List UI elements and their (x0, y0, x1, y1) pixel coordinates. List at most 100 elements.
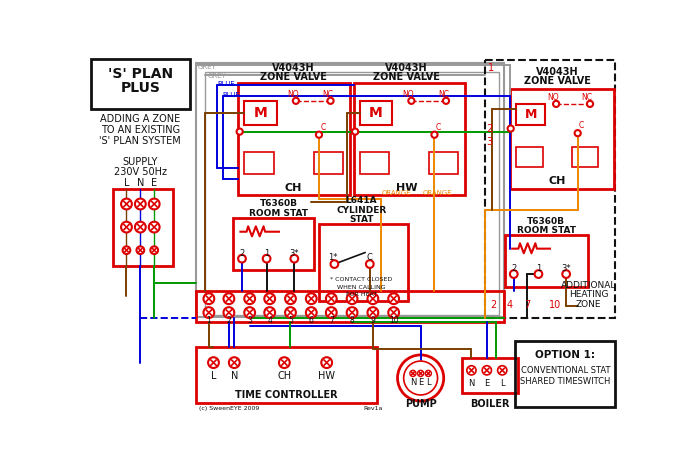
Circle shape (224, 293, 235, 304)
Text: 'S' PLAN SYSTEM: 'S' PLAN SYSTEM (99, 136, 181, 146)
Circle shape (408, 98, 415, 104)
Text: C: C (366, 253, 372, 263)
Circle shape (285, 307, 296, 318)
Text: ORANGE: ORANGE (382, 190, 412, 196)
Text: PLUS: PLUS (120, 81, 160, 95)
Circle shape (237, 129, 243, 135)
Text: L: L (426, 378, 431, 387)
Circle shape (316, 132, 322, 138)
Text: 3: 3 (486, 138, 492, 147)
Text: CH: CH (277, 372, 291, 381)
Text: 2: 2 (490, 300, 496, 310)
Circle shape (388, 293, 399, 304)
Text: C: C (579, 121, 584, 130)
Text: 7: 7 (329, 316, 334, 325)
Circle shape (346, 307, 357, 318)
Text: 2: 2 (226, 316, 231, 325)
Bar (196, 347, 377, 402)
Bar (196, 63, 504, 317)
Circle shape (263, 255, 270, 263)
Circle shape (306, 307, 317, 318)
Text: ZONE: ZONE (575, 300, 601, 308)
Circle shape (204, 307, 215, 318)
Circle shape (388, 307, 399, 318)
Text: CYLINDER: CYLINDER (336, 205, 386, 215)
Text: 6: 6 (309, 316, 314, 325)
Text: TO AN EXISTING: TO AN EXISTING (101, 125, 180, 135)
Text: CH: CH (285, 183, 302, 193)
Text: 3*: 3* (562, 264, 571, 273)
Text: OPTION 1:: OPTION 1: (535, 350, 595, 360)
Bar (196, 291, 504, 322)
Bar (353, 83, 465, 195)
Circle shape (482, 366, 491, 375)
Circle shape (431, 132, 437, 138)
Text: NC: NC (438, 90, 449, 99)
Circle shape (264, 307, 275, 318)
Text: 3*: 3* (290, 249, 299, 258)
Circle shape (417, 370, 424, 376)
Text: GREY: GREY (207, 73, 226, 79)
Bar (516, 147, 543, 167)
Circle shape (553, 101, 559, 107)
Text: L641A: L641A (346, 197, 377, 205)
Circle shape (149, 222, 159, 233)
Circle shape (326, 293, 337, 304)
Text: C: C (435, 123, 441, 132)
Circle shape (293, 98, 299, 104)
Text: 3: 3 (247, 316, 252, 325)
Bar (112, 189, 172, 266)
Bar (359, 153, 389, 174)
Text: 4: 4 (506, 300, 512, 310)
Circle shape (137, 246, 144, 254)
Text: L: L (210, 372, 216, 381)
Circle shape (368, 307, 378, 318)
Circle shape (467, 366, 476, 375)
Text: N: N (230, 372, 238, 381)
Text: L: L (500, 379, 504, 388)
Text: NC: NC (323, 90, 334, 99)
Circle shape (121, 222, 132, 233)
Bar (462, 358, 518, 393)
Bar (515, 341, 615, 407)
Text: CONVENTIONAL STAT: CONVENTIONAL STAT (521, 366, 610, 375)
Bar (244, 153, 273, 174)
Text: ADDITIONAL: ADDITIONAL (561, 281, 616, 290)
Text: E: E (418, 378, 423, 387)
Text: WHEN CALLING: WHEN CALLING (337, 285, 386, 290)
Circle shape (587, 101, 593, 107)
Text: SHARED TIMESWITCH: SHARED TIMESWITCH (520, 377, 611, 386)
Circle shape (150, 246, 158, 254)
Text: BOILER: BOILER (470, 399, 510, 409)
Text: 10: 10 (389, 316, 399, 325)
Text: E: E (151, 178, 157, 188)
Text: HW: HW (396, 183, 417, 193)
Bar (359, 101, 392, 125)
Circle shape (264, 293, 275, 304)
Bar (510, 88, 614, 189)
Text: Rev1a: Rev1a (363, 406, 382, 411)
Text: GREY: GREY (198, 64, 217, 70)
Text: V4043H: V4043H (273, 63, 315, 73)
Circle shape (279, 357, 290, 368)
Circle shape (238, 255, 246, 263)
Text: ORANGE: ORANGE (423, 190, 453, 196)
Text: 'S' PLAN: 'S' PLAN (108, 67, 173, 81)
Text: ZONE VALVE: ZONE VALVE (373, 72, 440, 82)
Circle shape (497, 366, 507, 375)
Circle shape (404, 361, 437, 395)
Text: 1*: 1* (328, 253, 337, 263)
Text: NO: NO (547, 93, 559, 102)
Text: 9: 9 (371, 316, 375, 325)
Text: * CONTACT CLOSED: * CONTACT CLOSED (331, 277, 393, 282)
Text: ROOM STAT: ROOM STAT (517, 227, 575, 235)
Bar (429, 153, 458, 174)
Text: CH: CH (549, 176, 566, 186)
Text: 5: 5 (288, 316, 293, 325)
Text: PUMP: PUMP (405, 399, 437, 409)
Circle shape (244, 293, 255, 304)
Text: NC: NC (582, 93, 593, 102)
Text: TIME CONTROLLER: TIME CONTROLLER (235, 390, 338, 400)
Text: 230V 50Hz: 230V 50Hz (114, 167, 167, 176)
Circle shape (135, 222, 146, 233)
